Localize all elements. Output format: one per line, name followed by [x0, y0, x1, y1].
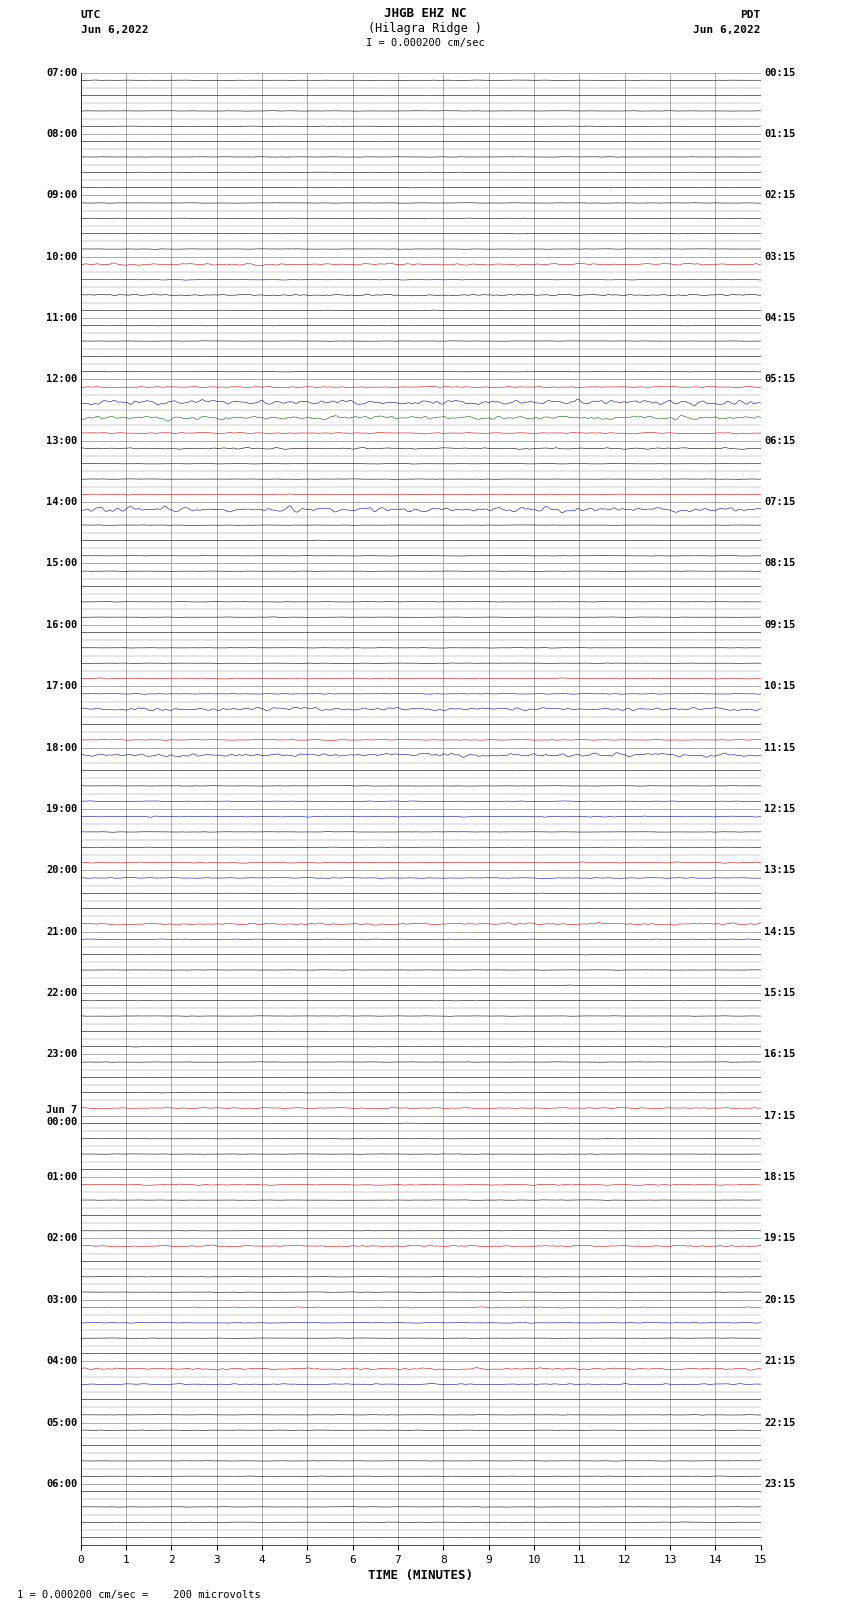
Text: 18:15: 18:15	[764, 1173, 796, 1182]
Text: I = 0.000200 cm/sec: I = 0.000200 cm/sec	[366, 39, 484, 48]
Text: 22:15: 22:15	[764, 1418, 796, 1428]
Text: Jun 6,2022: Jun 6,2022	[81, 24, 148, 35]
Text: 20:15: 20:15	[764, 1295, 796, 1305]
Text: 05:00: 05:00	[46, 1418, 77, 1428]
Text: 06:15: 06:15	[764, 436, 796, 445]
Text: 07:00: 07:00	[46, 68, 77, 77]
Text: 04:15: 04:15	[764, 313, 796, 323]
Text: 1 = 0.000200 cm/sec =    200 microvolts: 1 = 0.000200 cm/sec = 200 microvolts	[17, 1590, 261, 1600]
Text: 16:00: 16:00	[46, 619, 77, 629]
Text: 09:15: 09:15	[764, 619, 796, 629]
Text: 14:15: 14:15	[764, 926, 796, 937]
Text: 15:00: 15:00	[46, 558, 77, 568]
Text: 12:15: 12:15	[764, 803, 796, 815]
Text: 18:00: 18:00	[46, 742, 77, 753]
Text: 21:00: 21:00	[46, 926, 77, 937]
Text: 06:00: 06:00	[46, 1479, 77, 1489]
Text: 07:15: 07:15	[764, 497, 796, 506]
Text: (Hilagra Ridge ): (Hilagra Ridge )	[368, 21, 482, 35]
Text: 20:00: 20:00	[46, 865, 77, 876]
Text: 05:15: 05:15	[764, 374, 796, 384]
Text: PDT: PDT	[740, 10, 761, 19]
Text: 22:00: 22:00	[46, 989, 77, 998]
Text: 19:15: 19:15	[764, 1234, 796, 1244]
Text: Jun 6,2022: Jun 6,2022	[694, 24, 761, 35]
Text: 13:00: 13:00	[46, 436, 77, 445]
Text: 11:15: 11:15	[764, 742, 796, 753]
Text: 09:00: 09:00	[46, 190, 77, 200]
Text: 13:15: 13:15	[764, 865, 796, 876]
Text: 19:00: 19:00	[46, 803, 77, 815]
Text: 08:00: 08:00	[46, 129, 77, 139]
Text: 03:00: 03:00	[46, 1295, 77, 1305]
Text: 00:15: 00:15	[764, 68, 796, 77]
Text: 10:00: 10:00	[46, 252, 77, 261]
Text: 15:15: 15:15	[764, 989, 796, 998]
Text: 23:15: 23:15	[764, 1479, 796, 1489]
Text: 10:15: 10:15	[764, 681, 796, 692]
Text: 21:15: 21:15	[764, 1357, 796, 1366]
Text: 23:00: 23:00	[46, 1050, 77, 1060]
Text: 11:00: 11:00	[46, 313, 77, 323]
Text: 03:15: 03:15	[764, 252, 796, 261]
Text: JHGB EHZ NC: JHGB EHZ NC	[383, 6, 467, 19]
Text: 17:15: 17:15	[764, 1111, 796, 1121]
Text: UTC: UTC	[81, 10, 101, 19]
Text: 17:00: 17:00	[46, 681, 77, 692]
Text: 02:15: 02:15	[764, 190, 796, 200]
Text: 02:00: 02:00	[46, 1234, 77, 1244]
Text: 16:15: 16:15	[764, 1050, 796, 1060]
Text: 04:00: 04:00	[46, 1357, 77, 1366]
Text: 14:00: 14:00	[46, 497, 77, 506]
Text: 01:00: 01:00	[46, 1173, 77, 1182]
Text: Jun 7
00:00: Jun 7 00:00	[46, 1105, 77, 1126]
Text: 08:15: 08:15	[764, 558, 796, 568]
X-axis label: TIME (MINUTES): TIME (MINUTES)	[368, 1569, 473, 1582]
Text: 12:00: 12:00	[46, 374, 77, 384]
Text: 01:15: 01:15	[764, 129, 796, 139]
